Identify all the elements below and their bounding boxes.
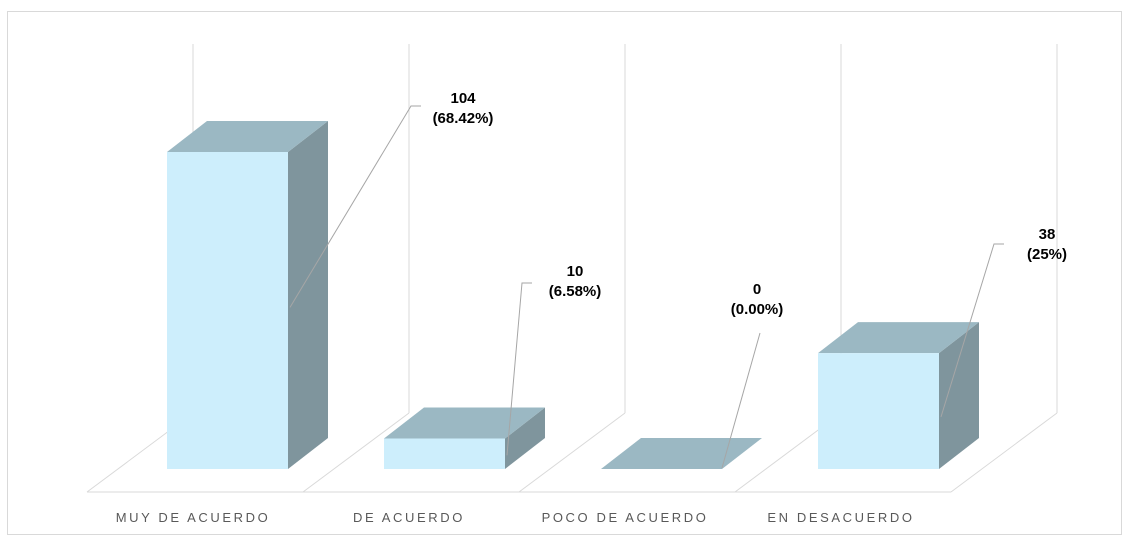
data-labels: 104 (68.42%) 10 (6.58%) 0 (0.00%) 38 (25%) bbox=[433, 90, 1067, 318]
bar-top bbox=[167, 121, 328, 152]
floor-diagonal bbox=[950, 412, 1058, 493]
bar-top bbox=[601, 438, 762, 469]
leader-line bbox=[506, 282, 532, 456]
bar bbox=[167, 152, 288, 469]
bar-side bbox=[939, 322, 979, 469]
data-label-percent: (0.00%) bbox=[731, 301, 784, 318]
data-label-value: 10 bbox=[567, 263, 584, 280]
bar bbox=[384, 438, 505, 469]
leader-line bbox=[289, 105, 421, 308]
chart-bars bbox=[167, 121, 979, 469]
data-label-value: 0 bbox=[753, 281, 761, 298]
bar-top bbox=[384, 407, 545, 439]
category-label: MUY DE ACUERDO bbox=[116, 510, 271, 525]
data-label-percent: (68.42%) bbox=[433, 110, 494, 127]
data-label-value: 38 bbox=[1039, 226, 1056, 243]
floor-diagonal bbox=[302, 412, 410, 493]
category-label: POCO DE ACUERDO bbox=[542, 510, 709, 525]
leader-lines bbox=[289, 105, 1004, 469]
category-label: EN DESACUERDO bbox=[767, 510, 914, 525]
bar-side bbox=[288, 121, 328, 469]
chart-frame bbox=[7, 11, 1122, 535]
bar bbox=[818, 353, 939, 469]
bar-top bbox=[818, 322, 979, 354]
floor-diagonal bbox=[518, 412, 626, 493]
data-label-percent: (6.58%) bbox=[549, 283, 602, 300]
leader-line bbox=[940, 243, 1004, 418]
data-label-value: 104 bbox=[450, 90, 476, 107]
data-label-percent: (25%) bbox=[1027, 246, 1067, 263]
bar-side bbox=[505, 407, 545, 469]
leader-line bbox=[721, 332, 761, 469]
category-label: DE ACUERDO bbox=[353, 510, 465, 525]
category-axis: MUY DE ACUERDO DE ACUERDO POCO DE ACUERDO E… bbox=[116, 510, 914, 525]
